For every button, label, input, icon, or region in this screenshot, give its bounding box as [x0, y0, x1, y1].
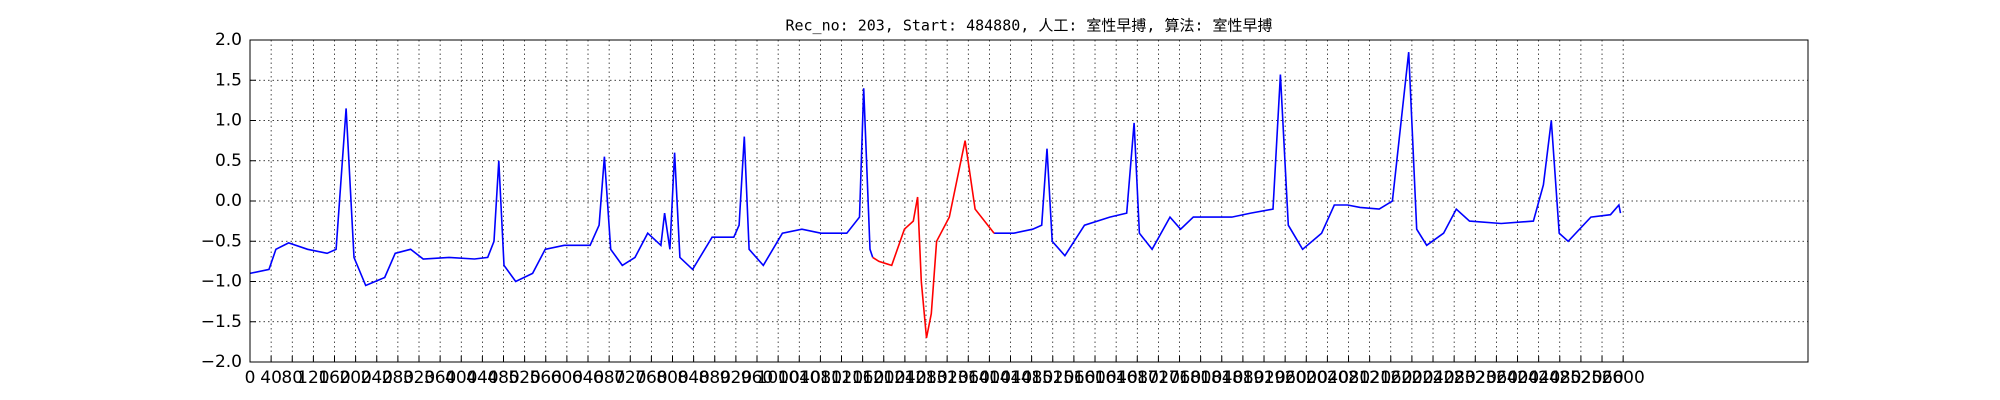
x-tick-label: 1120: [820, 368, 863, 388]
x-tick-label: 480: [487, 368, 519, 388]
x-tick-label: 1080: [799, 368, 842, 388]
x-tick-label: 520: [508, 368, 540, 388]
x-tick-label: 200: [339, 368, 371, 388]
chart-title: Rec_no: 203, Start: 484880, 人工: 室性早搏, 算法…: [785, 17, 1272, 35]
x-tick-label: 1920: [1242, 368, 1285, 388]
y-tick-label: 1.5: [215, 70, 242, 90]
x-tick-label: 2360: [1475, 368, 1518, 388]
plot-frame: [249, 39, 1809, 363]
y-tick-label: −0.5: [201, 231, 242, 251]
x-tick-label: 2040: [1306, 368, 1349, 388]
x-tick-label: 920: [720, 368, 752, 388]
x-tick-label: 1200: [862, 368, 905, 388]
x-tick-label: 1240: [883, 368, 926, 388]
x-tick-label: 2000: [1285, 368, 1328, 388]
y-tick-label: 0.0: [215, 191, 242, 211]
x-tick-label: 1520: [1031, 368, 1074, 388]
x-tick-label: 680: [593, 368, 625, 388]
x-tick-label: 360: [424, 368, 456, 388]
x-tick-label: 2280: [1433, 368, 1476, 388]
x-tick-label: 1360: [947, 368, 990, 388]
x-tick-label: 400: [445, 368, 477, 388]
x-tick-label: 2480: [1538, 368, 1581, 388]
x-tick-label: 2320: [1454, 368, 1497, 388]
ecg-line: [872, 140, 995, 339]
ecg-line: [249, 52, 1622, 287]
x-tick-label: 1480: [1010, 368, 1053, 388]
x-tick-label: 640: [572, 368, 604, 388]
x-tick-label: 1800: [1179, 368, 1222, 388]
y-tick-label: −1.0: [201, 272, 242, 292]
y-tick-label: −2.0: [201, 352, 242, 372]
y-tick-label: 0.5: [215, 151, 242, 171]
x-tick-label: 440: [466, 368, 498, 388]
x-tick-label: 2600: [1602, 368, 1645, 388]
x-tick-label: 1840: [1200, 368, 1243, 388]
x-tick-label: 2080: [1327, 368, 1370, 388]
x-tick-label: 1600: [1073, 368, 1116, 388]
x-tick-label: 1320: [926, 368, 969, 388]
x-tick-label: 760: [635, 368, 667, 388]
x-tick-label: 2200: [1390, 368, 1433, 388]
x-tick-label: 1880: [1221, 368, 1264, 388]
y-tick-label: 1.0: [215, 111, 242, 131]
x-tick-label: 2400: [1496, 368, 1539, 388]
x-tick-label: 1280: [904, 368, 947, 388]
x-tick-label: 1560: [1052, 368, 1095, 388]
x-tick-label: 120: [297, 368, 329, 388]
x-tick-label: 1680: [1116, 368, 1159, 388]
x-tick-label: 2160: [1369, 368, 1412, 388]
x-tick-label: 80: [281, 368, 303, 388]
x-tick-label: 1440: [989, 368, 1032, 388]
x-tick-label: 1960: [1264, 368, 1307, 388]
x-tick-label: 1160: [841, 368, 884, 388]
x-tick-label: 800: [656, 368, 688, 388]
x-tick-label: 2440: [1517, 368, 1560, 388]
x-tick-label: 1040: [778, 368, 821, 388]
x-tick-label: 880: [699, 368, 731, 388]
x-tick-label: 720: [614, 368, 646, 388]
x-tick-label: 160: [318, 368, 350, 388]
x-tick-label: 40: [260, 368, 282, 388]
x-tick-label: 960: [741, 368, 773, 388]
x-tick-label: 840: [677, 368, 709, 388]
x-tick-label: 1400: [968, 368, 1011, 388]
x-tick-label: 2240: [1411, 368, 1454, 388]
x-tick-label: 2520: [1559, 368, 1602, 388]
x-tick-label: 320: [403, 368, 435, 388]
x-tick-label: 1000: [757, 368, 800, 388]
x-tick-label: 560: [530, 368, 562, 388]
x-tick-label: 280: [382, 368, 414, 388]
x-tick-label: 1760: [1158, 368, 1201, 388]
x-tick-label: 1720: [1137, 368, 1180, 388]
x-tick-label: 2120: [1348, 368, 1391, 388]
x-tick-label: 1640: [1095, 368, 1138, 388]
y-tick-label: 2.0: [215, 30, 242, 50]
x-tick-label: 600: [551, 368, 583, 388]
y-tick-label: −1.5: [201, 312, 242, 332]
x-tick-label: 0: [245, 368, 256, 388]
x-tick-label: 240: [361, 368, 393, 388]
x-tick-label: 2560: [1580, 368, 1623, 388]
